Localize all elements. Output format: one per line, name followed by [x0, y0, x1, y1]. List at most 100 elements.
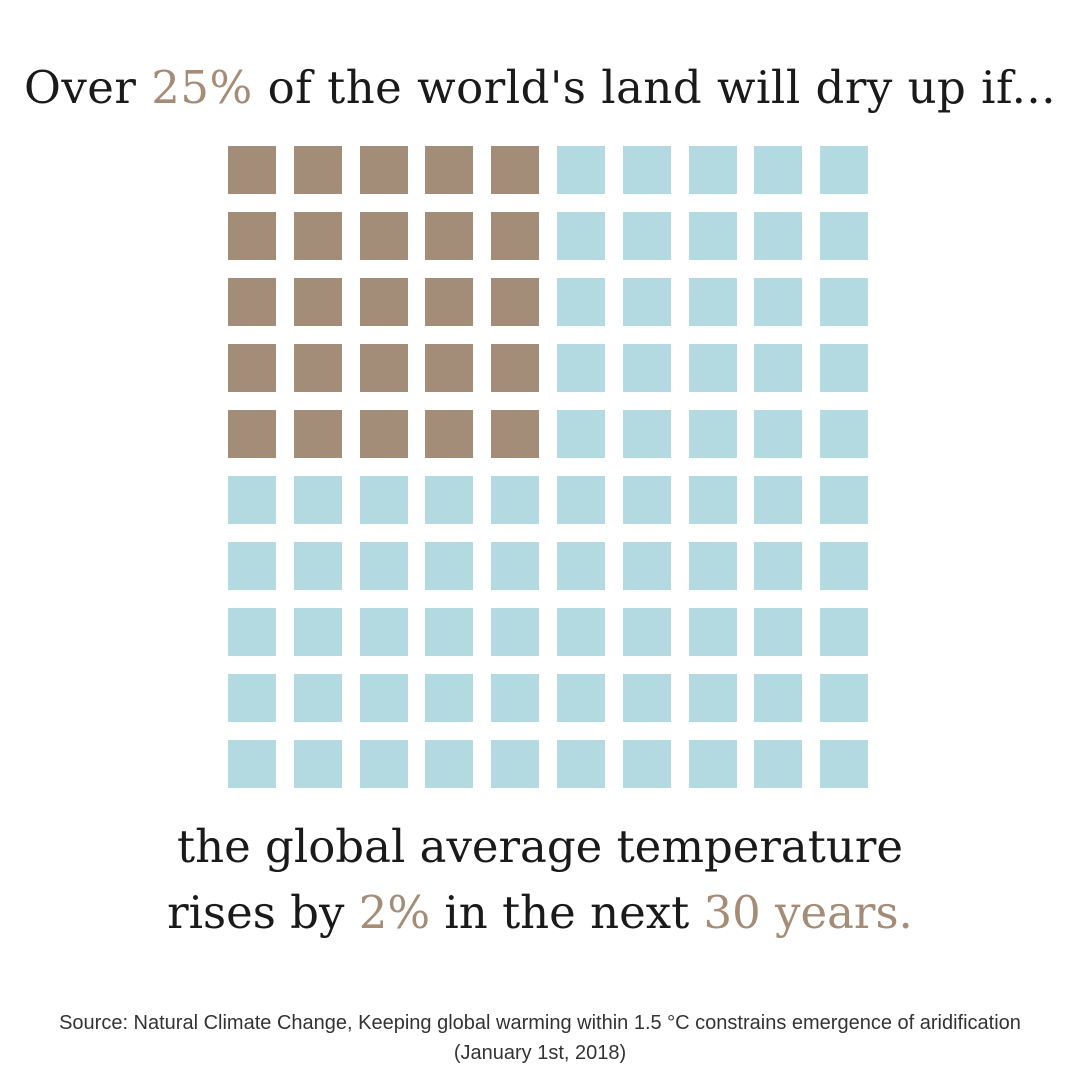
caption-highlight-years: 30 years.	[703, 886, 913, 939]
waffle-cell-highlighted	[425, 212, 473, 260]
waffle-cell	[425, 674, 473, 722]
waffle-cell	[689, 278, 737, 326]
waffle-cell	[623, 542, 671, 590]
caption-highlight-percent: 2%	[358, 886, 431, 939]
caption-line-1: the global average temperature	[177, 820, 903, 873]
waffle-cell	[820, 344, 868, 392]
waffle-cell	[360, 476, 408, 524]
waffle-cell	[360, 542, 408, 590]
waffle-cell	[754, 674, 802, 722]
headline-suffix: of the world's land will dry up if...	[252, 61, 1057, 114]
waffle-cell-highlighted	[294, 278, 342, 326]
waffle-cell	[689, 674, 737, 722]
waffle-cell	[754, 278, 802, 326]
waffle-cell	[557, 542, 605, 590]
source-citation: Source: Natural Climate Change, Keeping …	[59, 1012, 1021, 1064]
waffle-cell	[491, 542, 539, 590]
waffle-chart	[228, 146, 868, 788]
waffle-cell	[689, 476, 737, 524]
waffle-cell	[754, 476, 802, 524]
waffle-cell	[557, 212, 605, 260]
waffle-cell-highlighted	[294, 212, 342, 260]
waffle-cell-highlighted	[360, 146, 408, 194]
waffle-cell	[754, 542, 802, 590]
waffle-cell	[623, 410, 671, 458]
waffle-cell-highlighted	[228, 410, 276, 458]
headline-prefix: Over	[23, 61, 152, 114]
waffle-cell	[689, 608, 737, 656]
waffle-cell-highlighted	[294, 146, 342, 194]
waffle-cell-highlighted	[228, 146, 276, 194]
waffle-cell	[228, 476, 276, 524]
headline-highlight: 25%	[151, 61, 253, 114]
waffle-cell	[689, 740, 737, 788]
waffle-cell	[360, 740, 408, 788]
waffle-cell	[491, 674, 539, 722]
waffle-cell	[754, 608, 802, 656]
waffle-cell	[557, 740, 605, 788]
waffle-cell	[820, 146, 868, 194]
waffle-cell-highlighted	[360, 344, 408, 392]
waffle-cell	[754, 740, 802, 788]
waffle-cell	[228, 674, 276, 722]
waffle-cell	[820, 674, 868, 722]
waffle-cell	[557, 344, 605, 392]
waffle-cell	[557, 674, 605, 722]
waffle-cell	[491, 608, 539, 656]
waffle-cell	[228, 740, 276, 788]
waffle-cell	[754, 344, 802, 392]
waffle-cell	[820, 278, 868, 326]
caption-line-2: rises by 2% in the next 30 years.	[0, 880, 1080, 946]
waffle-cell	[557, 146, 605, 194]
waffle-cell	[623, 674, 671, 722]
waffle-cell-highlighted	[294, 344, 342, 392]
waffle-cell	[623, 212, 671, 260]
waffle-cell	[623, 608, 671, 656]
waffle-cell	[360, 674, 408, 722]
waffle-cell	[425, 542, 473, 590]
waffle-cell	[820, 476, 868, 524]
waffle-cell	[754, 212, 802, 260]
waffle-cell	[360, 608, 408, 656]
waffle-cell	[425, 476, 473, 524]
waffle-cell	[228, 542, 276, 590]
waffle-cell-highlighted	[228, 212, 276, 260]
waffle-cell-highlighted	[491, 278, 539, 326]
waffle-cell	[557, 476, 605, 524]
waffle-cell-highlighted	[228, 344, 276, 392]
caption-line-2-prefix: rises by	[167, 886, 359, 939]
waffle-cell-highlighted	[360, 278, 408, 326]
waffle-cell-highlighted	[491, 146, 539, 194]
waffle-cell-highlighted	[425, 344, 473, 392]
waffle-cell-highlighted	[491, 344, 539, 392]
waffle-cell-highlighted	[360, 410, 408, 458]
waffle-cell	[689, 542, 737, 590]
waffle-cell	[294, 542, 342, 590]
headline: Over 25% of the world's land will dry up…	[0, 58, 1080, 118]
waffle-cell	[689, 146, 737, 194]
waffle-cell	[623, 476, 671, 524]
waffle-cell	[294, 476, 342, 524]
waffle-cell-highlighted	[360, 212, 408, 260]
waffle-cell	[623, 146, 671, 194]
waffle-cell	[228, 608, 276, 656]
caption-line-2-middle: in the next	[430, 886, 704, 939]
waffle-cell	[557, 608, 605, 656]
waffle-cell	[623, 278, 671, 326]
waffle-cell-highlighted	[425, 278, 473, 326]
waffle-cell	[491, 476, 539, 524]
caption: the global average temperature rises by …	[0, 814, 1080, 946]
waffle-cell	[754, 146, 802, 194]
waffle-cell	[425, 740, 473, 788]
waffle-cell	[557, 410, 605, 458]
waffle-cell	[294, 740, 342, 788]
waffle-cell	[425, 608, 473, 656]
waffle-cell	[623, 740, 671, 788]
waffle-cell-highlighted	[425, 146, 473, 194]
waffle-cell-highlighted	[491, 410, 539, 458]
waffle-cell	[820, 542, 868, 590]
waffle-cell-highlighted	[491, 212, 539, 260]
waffle-cell	[294, 608, 342, 656]
waffle-cell-highlighted	[294, 410, 342, 458]
waffle-cell	[820, 740, 868, 788]
